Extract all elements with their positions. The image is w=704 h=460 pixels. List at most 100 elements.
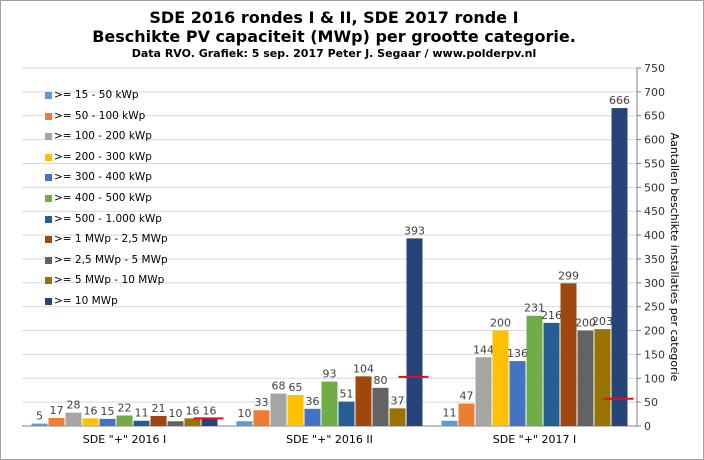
data-label: 16 — [203, 404, 217, 417]
data-label: 33 — [255, 396, 269, 409]
data-label: 80 — [374, 374, 388, 387]
y-tick-label: 300 — [644, 277, 665, 290]
chart-source: Data RVO. Grafiek: 5 sep. 2017 Peter J. … — [131, 47, 537, 60]
data-label: 11 — [443, 407, 457, 420]
data-label: 93 — [323, 368, 337, 381]
y-tick-label: 650 — [644, 110, 665, 123]
data-label: 68 — [272, 380, 286, 393]
data-label: 299 — [558, 269, 579, 282]
legend-label: >= 400 - 500 kWp — [54, 192, 152, 204]
y-tick-label: 550 — [644, 157, 665, 170]
y-tick-label: 750 — [644, 62, 665, 75]
y-axis-title: Aantallen beschikte installaties per cat… — [668, 133, 681, 382]
bar — [133, 420, 150, 426]
y-tick-label: 400 — [644, 229, 665, 242]
legend-swatch — [45, 256, 52, 264]
bar — [150, 415, 167, 426]
bar — [372, 387, 389, 426]
legend-label: >= 50 - 100 kWp — [54, 109, 146, 122]
legend-label: >= 300 - 400 kWp — [54, 171, 152, 184]
y-tick-label: 100 — [644, 372, 665, 385]
legend-swatch — [45, 195, 52, 202]
legend-swatch — [45, 133, 52, 141]
bar — [236, 421, 253, 426]
y-tick-label: 200 — [644, 325, 665, 338]
bar — [560, 283, 577, 426]
data-label: 37 — [391, 394, 405, 407]
chart-subtitle: Beschikte PV capaciteit (MWp) per groott… — [92, 27, 576, 46]
bar — [304, 408, 321, 426]
data-label: 393 — [404, 224, 425, 237]
legend-swatch — [45, 298, 52, 305]
legend-swatch — [45, 174, 52, 182]
data-label: 51 — [340, 388, 354, 401]
bar — [321, 381, 338, 426]
bar — [355, 376, 372, 426]
data-label: 200 — [575, 317, 596, 330]
bar — [270, 393, 287, 426]
data-label: 144 — [473, 343, 494, 356]
bar — [167, 421, 184, 426]
data-label: 16 — [186, 404, 200, 417]
legend-swatch — [45, 92, 52, 99]
data-label: 200 — [490, 317, 511, 330]
y-tick-label: 350 — [644, 253, 665, 266]
legend-swatch — [45, 236, 52, 244]
data-label: 21 — [152, 402, 166, 415]
bar — [65, 412, 82, 426]
data-label: 17 — [50, 404, 64, 417]
data-label: 10 — [169, 407, 183, 420]
chart-title: SDE 2016 rondes I & II, SDE 2017 ronde I — [149, 8, 519, 27]
y-tick-label: 450 — [644, 205, 665, 218]
data-label: 22 — [118, 401, 132, 414]
bar — [48, 417, 65, 426]
bar — [389, 408, 406, 426]
data-label: 47 — [460, 390, 474, 403]
legend-label: >= 2,5 MWp - 5 MWp — [54, 253, 168, 266]
y-tick-label: 0 — [644, 420, 651, 433]
y-tick-label: 700 — [644, 86, 665, 99]
bar — [526, 315, 543, 426]
bar — [338, 401, 355, 426]
data-label: 15 — [101, 405, 115, 418]
bar — [577, 330, 594, 426]
bar — [31, 423, 48, 426]
legend-label: >= 200 - 300 kWp — [54, 150, 152, 163]
data-label: 216 — [541, 309, 562, 322]
bar — [441, 420, 458, 426]
x-category-label: SDE "+" 2017 I — [493, 433, 576, 446]
x-category-label: SDE "+" 2016 I — [83, 433, 166, 446]
data-label: 16 — [84, 404, 98, 417]
bar — [509, 361, 526, 426]
data-label: 231 — [524, 302, 545, 315]
data-label: 10 — [238, 407, 252, 420]
legend-label: >= 1 MWp - 2,5 MWp — [54, 233, 168, 246]
legend-label: >= 5 MWp - 10 MWp — [54, 274, 165, 287]
legend-label: >= 100 - 200 kWp — [54, 130, 152, 143]
bar — [184, 418, 201, 426]
bar — [475, 357, 492, 426]
data-label: 136 — [507, 347, 528, 360]
y-tick-label: 500 — [644, 181, 665, 194]
bar — [611, 108, 628, 426]
legend-label: >= 500 - 1.000 kWp — [54, 212, 162, 225]
bar — [458, 403, 475, 426]
y-tick-label: 600 — [644, 134, 665, 147]
data-label: 36 — [306, 395, 320, 408]
data-label: 203 — [592, 315, 613, 328]
x-category-label: SDE "+" 2016 II — [286, 433, 373, 446]
data-label: 5 — [36, 410, 43, 423]
bar — [492, 330, 509, 426]
legend-swatch — [45, 112, 52, 120]
y-tick-label: 50 — [644, 396, 658, 409]
legend-swatch — [45, 277, 52, 285]
data-label: 104 — [353, 362, 374, 375]
bar — [99, 418, 116, 426]
bar — [82, 418, 99, 426]
legend-swatch — [45, 153, 52, 161]
data-label: 65 — [289, 381, 303, 394]
bar — [543, 322, 560, 426]
legend-label: >= 15 - 50 kWp — [54, 89, 139, 101]
